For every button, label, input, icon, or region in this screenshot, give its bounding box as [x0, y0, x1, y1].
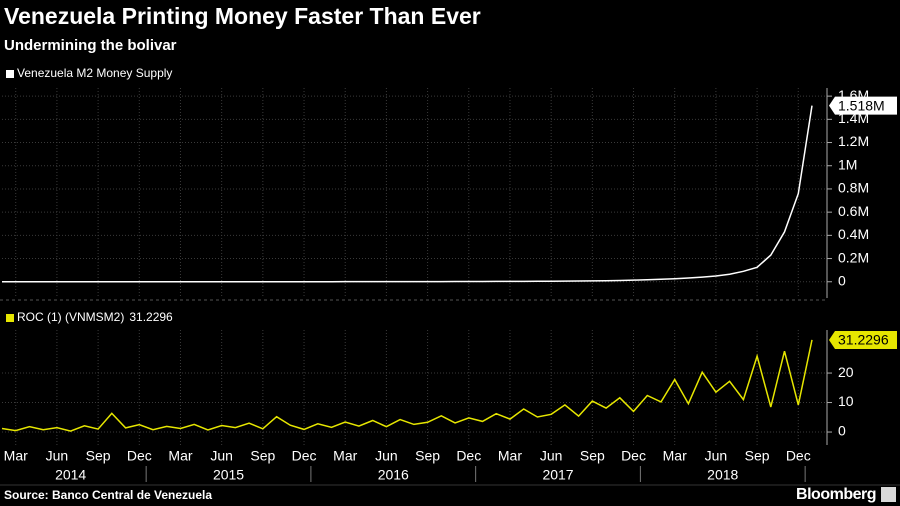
legend-swatch [6, 314, 14, 322]
y-tick-label: 1.2M [838, 133, 869, 149]
x-tick-label: Sep [745, 448, 770, 464]
x-year-label: 2017 [542, 467, 573, 483]
x-year-label: 2018 [707, 467, 738, 483]
x-tick-label: Jun [705, 448, 728, 464]
line-series [1, 339, 813, 432]
x-tick-label: Jun [375, 448, 398, 464]
x-tick-label: Dec [456, 448, 481, 464]
legend-label: ROC (1) (VNMSM2) [17, 310, 124, 324]
x-tick-label: Mar [663, 448, 687, 464]
x-year-label: 2014 [55, 467, 86, 483]
x-tick-label: Mar [498, 448, 522, 464]
legend-swatch [6, 70, 14, 78]
y-tick-label: 0.6M [838, 203, 869, 219]
source: Source: Banco Central de Venezuela [4, 488, 212, 502]
y-tick-label: 0 [838, 272, 846, 288]
brand-icon [881, 487, 896, 502]
line-series [2, 105, 813, 283]
x-tick-label: Mar [333, 448, 357, 464]
last-value-box [829, 96, 897, 115]
last-value-label: 31.2296 [838, 332, 889, 348]
y-tick-label: 20 [838, 364, 854, 380]
y-tick-label: 0.8M [838, 180, 869, 196]
chart-title: Venezuela Printing Money Faster Than Eve… [4, 3, 481, 29]
y-tick-label: 0.4M [838, 226, 869, 242]
last-value-box [829, 330, 897, 349]
y-tick-label: 0.2M [838, 249, 869, 265]
x-tick-label: Dec [621, 448, 646, 464]
x-year-label: 2015 [213, 467, 244, 483]
x-tick-label: Jun [46, 448, 69, 464]
x-tick-label: Dec [292, 448, 317, 464]
x-tick-label: Sep [415, 448, 440, 464]
x-tick-label: Sep [250, 448, 275, 464]
brand: Bloomberg [796, 486, 876, 503]
y-tick-label: 10 [838, 393, 854, 409]
x-year-label: 2016 [378, 467, 409, 483]
y-tick-label: 0 [838, 423, 846, 439]
legend-value: 31.2296 [129, 310, 173, 324]
x-tick-label: Sep [580, 448, 605, 464]
x-tick-label: Dec [127, 448, 152, 464]
x-tick-label: Jun [540, 448, 563, 464]
last-value-label: 1.518M [838, 97, 885, 113]
legend-label: Venezuela M2 Money Supply [17, 66, 172, 80]
chart-subtitle: Undermining the bolivar [4, 37, 177, 54]
x-tick-label: Jun [210, 448, 233, 464]
x-tick-label: Dec [786, 448, 811, 464]
x-tick-label: Mar [4, 448, 28, 464]
x-tick-label: Mar [168, 448, 192, 464]
y-tick-label: 1M [838, 156, 857, 172]
x-tick-label: Sep [86, 448, 111, 464]
